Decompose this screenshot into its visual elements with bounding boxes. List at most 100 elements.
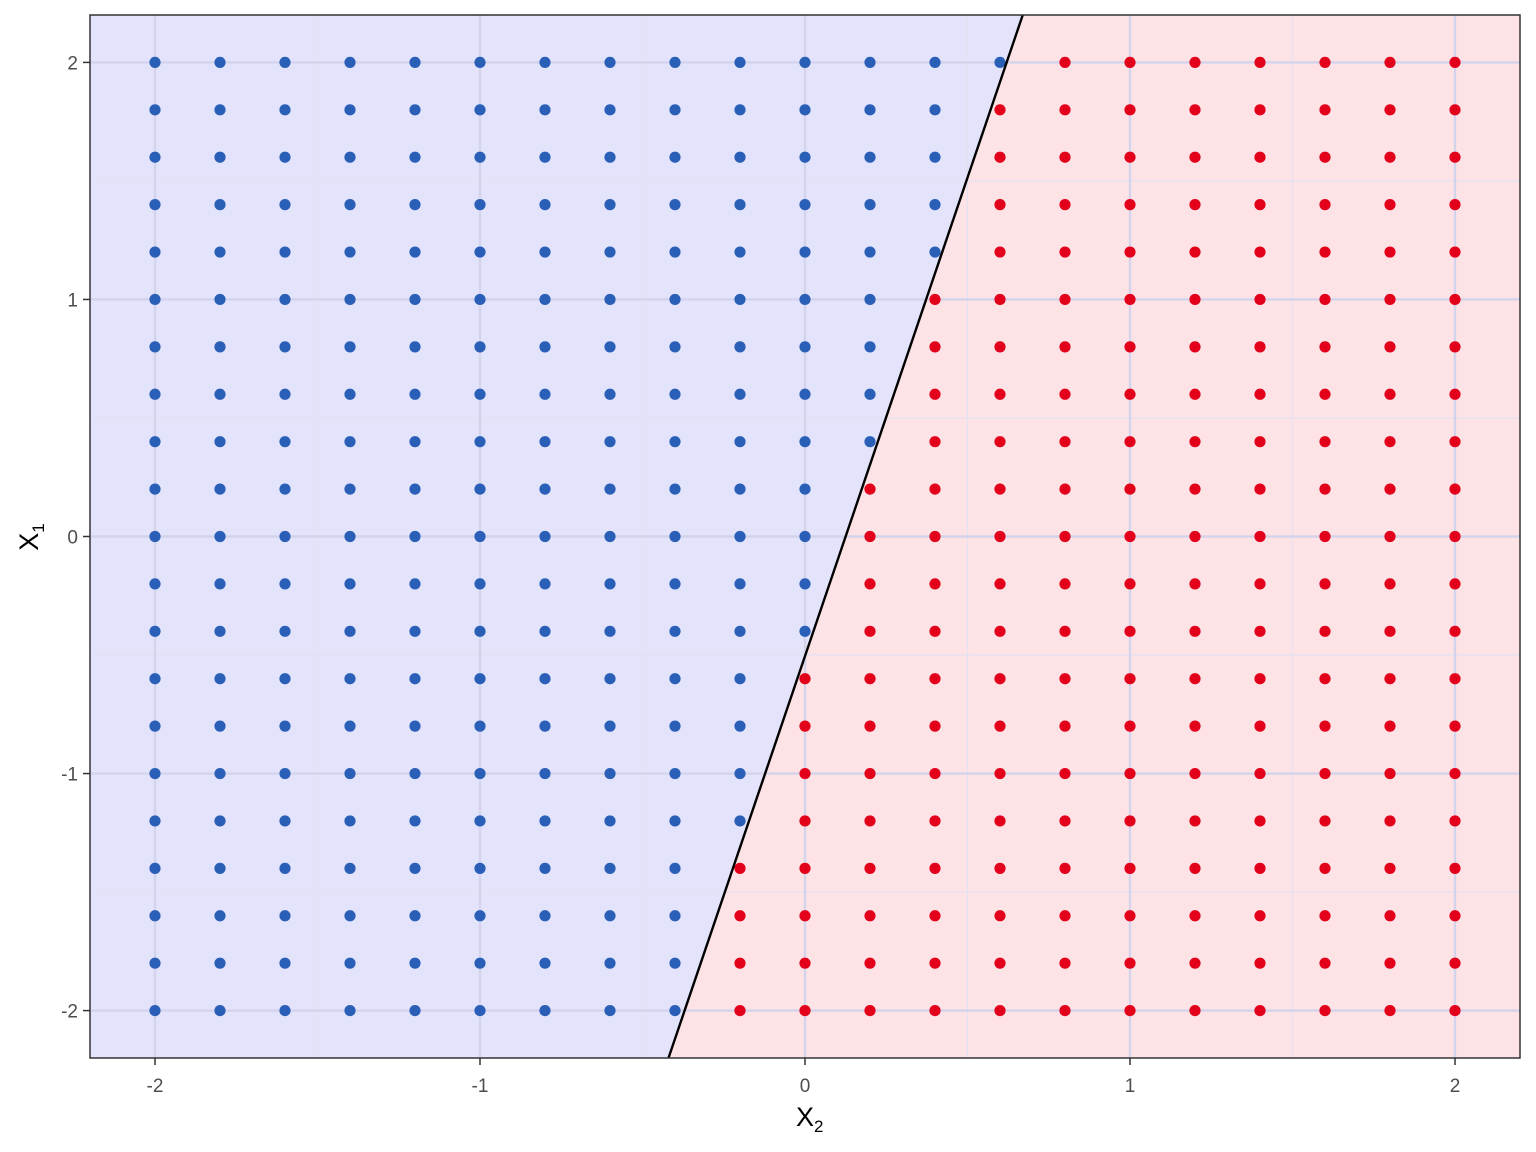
- data-point-red: [1189, 293, 1201, 306]
- data-point-blue: [214, 151, 226, 163]
- data-point-blue: [149, 815, 161, 827]
- data-point-blue: [149, 388, 161, 400]
- data-point-blue: [279, 341, 291, 353]
- x-tick-label: 0: [800, 1076, 811, 1097]
- data-point-blue: [734, 293, 746, 306]
- data-point-red: [1059, 957, 1071, 969]
- data-point-blue: [669, 483, 681, 495]
- data-point-blue: [279, 578, 291, 590]
- data-point-blue: [734, 56, 746, 69]
- x-axis-label: X2: [796, 1102, 823, 1136]
- data-point-blue: [734, 341, 746, 353]
- data-point-blue: [149, 199, 161, 211]
- data-point-blue: [344, 578, 356, 590]
- data-point-red: [864, 957, 876, 969]
- data-point-red: [1059, 104, 1071, 116]
- data-point-red: [1319, 341, 1331, 353]
- data-point-blue: [734, 388, 746, 400]
- data-point-blue: [344, 56, 356, 69]
- data-point-red: [864, 862, 876, 874]
- data-point-blue: [149, 436, 161, 448]
- data-point-blue: [604, 388, 616, 400]
- data-point-blue: [669, 436, 681, 448]
- data-point-blue: [279, 483, 291, 495]
- data-point-blue: [799, 199, 811, 211]
- data-point-red: [994, 720, 1006, 732]
- data-point-blue: [734, 767, 746, 780]
- data-point-blue: [149, 293, 161, 306]
- data-point-red: [1319, 625, 1331, 637]
- data-point-red: [1449, 293, 1461, 306]
- data-point-blue: [669, 246, 681, 258]
- data-point-red: [1189, 530, 1201, 543]
- data-point-blue: [734, 246, 746, 258]
- data-point-red: [1319, 56, 1331, 69]
- data-point-blue: [734, 530, 746, 543]
- data-point-blue: [344, 767, 356, 780]
- data-point-blue: [474, 436, 486, 448]
- data-point-red: [1449, 104, 1461, 116]
- data-point-blue: [279, 673, 291, 685]
- data-point-blue: [734, 151, 746, 163]
- data-point-red: [1319, 104, 1331, 116]
- data-point-red: [1384, 862, 1396, 874]
- data-point-blue: [929, 151, 941, 163]
- data-point-red: [929, 436, 941, 448]
- data-point-blue: [799, 341, 811, 353]
- data-point-blue: [734, 625, 746, 637]
- data-point-blue: [344, 341, 356, 353]
- data-point-blue: [734, 104, 746, 116]
- data-point-red: [1319, 767, 1331, 780]
- data-point-red: [1254, 199, 1266, 211]
- data-point-blue: [604, 341, 616, 353]
- data-point-blue: [344, 483, 356, 495]
- data-point-red: [1449, 673, 1461, 685]
- data-point-red: [1319, 388, 1331, 400]
- data-point-blue: [474, 530, 486, 543]
- data-point-blue: [604, 483, 616, 495]
- data-point-blue: [539, 388, 551, 400]
- data-point-red: [1384, 957, 1396, 969]
- data-point-blue: [539, 341, 551, 353]
- data-point-red: [1189, 151, 1201, 163]
- data-point-red: [994, 578, 1006, 590]
- data-point-red: [1189, 910, 1201, 922]
- data-point-red: [734, 862, 746, 874]
- data-point-red: [1254, 341, 1266, 353]
- data-point-red: [1254, 483, 1266, 495]
- data-point-blue: [214, 767, 226, 780]
- data-point-red: [1189, 1004, 1201, 1017]
- data-point-blue: [409, 767, 421, 780]
- data-point-red: [1059, 767, 1071, 780]
- data-point-red: [1124, 388, 1136, 400]
- data-point-blue: [409, 1004, 421, 1017]
- data-point-red: [929, 767, 941, 780]
- data-point-blue: [604, 767, 616, 780]
- data-point-blue: [214, 957, 226, 969]
- data-point-blue: [214, 483, 226, 495]
- data-point-red: [1254, 1004, 1266, 1017]
- data-point-blue: [409, 910, 421, 922]
- data-point-red: [1254, 767, 1266, 780]
- data-point-red: [1124, 530, 1136, 543]
- data-point-blue: [474, 104, 486, 116]
- data-point-red: [864, 673, 876, 685]
- data-point-red: [1059, 56, 1071, 69]
- data-point-blue: [604, 246, 616, 258]
- data-point-red: [1384, 767, 1396, 780]
- data-point-blue: [539, 530, 551, 543]
- data-point-blue: [994, 56, 1006, 69]
- data-point-red: [1449, 483, 1461, 495]
- data-point-red: [1449, 578, 1461, 590]
- data-point-red: [1189, 199, 1201, 211]
- data-point-red: [994, 388, 1006, 400]
- data-point-red: [1059, 388, 1071, 400]
- data-point-blue: [409, 56, 421, 69]
- data-point-blue: [669, 293, 681, 306]
- data-point-blue: [409, 293, 421, 306]
- data-point-blue: [604, 720, 616, 732]
- data-point-blue: [539, 625, 551, 637]
- data-point-red: [1254, 151, 1266, 163]
- data-point-blue: [669, 578, 681, 590]
- data-point-red: [929, 720, 941, 732]
